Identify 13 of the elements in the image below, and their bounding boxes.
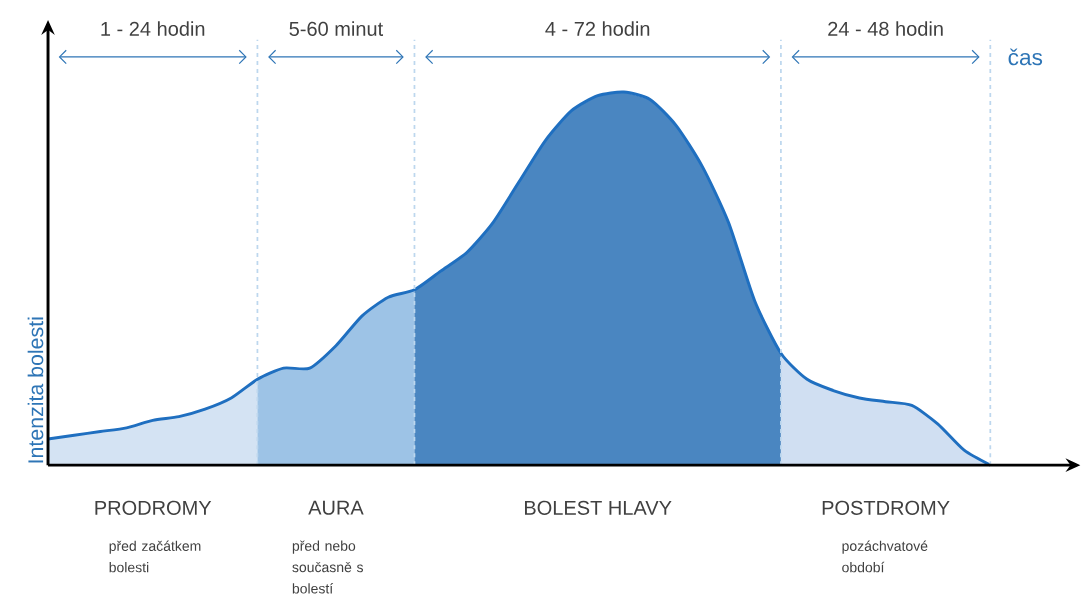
text: 4 - 72 hodin — [545, 21, 650, 36]
y-axis-title: Intenzita bolesti — [27, 317, 44, 463]
series-label: PRODROMY — [95, 500, 212, 515]
series-label: POSTDROMY — [822, 500, 950, 515]
series-label: AURA — [308, 500, 364, 515]
text: 5-60 minut — [289, 21, 384, 36]
text: před nebo současně s bolestí — [292, 540, 364, 594]
x-axis-title: čas — [1008, 48, 1043, 66]
text: 24 - 48 hodin — [828, 21, 943, 36]
series-label: BOLEST HLAVY — [525, 500, 672, 515]
text: před začátkem bolesti — [109, 540, 201, 573]
text: pozáchvatové období — [842, 540, 928, 573]
text: 1 - 24 hodin — [101, 21, 205, 36]
